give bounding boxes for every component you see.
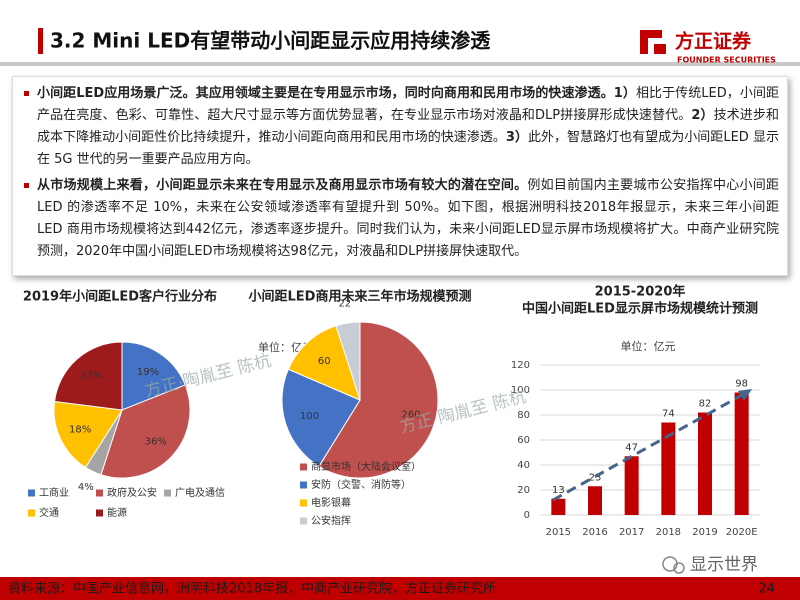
y-tick-label: 20 [517,485,530,496]
legend-swatch [28,489,35,497]
y-tick-label: 0 [524,510,530,521]
x-tick-label: 2015 [546,527,571,538]
y-tick-label: 120 [511,360,530,371]
logo-icon [640,30,666,54]
slide-title: 3.2 Mini LED有望带动小间距显示应用持续渗透 [50,29,491,53]
chart-title: 2015-2020年 [595,284,686,300]
bullet-paragraph: 小间距LED应用场景广泛。其应用领域主要是在专用显示市场，同时向商用和民用市场的… [21,83,779,171]
pie-slice [53,400,123,469]
chart-title: 小间距LED商用未来三年市场规模预测 [249,289,472,305]
slice-label: 36% [145,437,167,448]
text-run: 相比于传统LED，小间距产品在亮度、色彩、可靠性、超大尺寸显示等方面优势显著，在… [37,86,780,123]
legend-swatch [96,509,103,517]
pie-slice [100,384,191,479]
value-label: 47 [625,442,638,453]
footer-source: 资料来源：中国产业信息网，洲明科技2018年报，中商产业研究院，方正证券研究所 [8,581,496,597]
text-run: 技术进步和成本下降推动小间距性价比持续提升，推动小间距向商用和民用市场的快速渗透… [37,108,780,145]
pie-slice [287,325,361,401]
bar [624,456,639,515]
x-tick-label: 2018 [656,527,681,538]
slice-label: 22 [338,299,351,310]
y-tick-label: 40 [517,460,530,471]
legend-swatch [300,499,307,507]
bar [698,412,712,515]
legend-swatch [28,509,35,517]
chart-title: 2019年小间距LED客户行业分布 [23,289,217,305]
pie-slice [318,321,439,479]
legend-swatch [164,489,171,497]
pie-slice [335,321,361,401]
slice-label: 4% [78,482,94,493]
text-run: 3） [505,130,528,145]
bar [661,422,676,515]
legend-label: 公安指挥 [311,514,351,527]
pie-slice [281,368,361,468]
value-label: 23 [589,472,602,483]
value-label: 13 [552,485,565,496]
text-run: 1） [613,86,636,101]
x-tick-label: 2017 [619,527,644,538]
x-tick-label: 2016 [582,527,607,538]
x-tick-label: 2020E [726,527,758,538]
bullet-paragraph: 从市场规模上来看，小间距显示未来在专用显示及商用显示市场有较大的潜在空间。例如目… [21,175,779,263]
legend-swatch [300,517,307,525]
value-label: 98 [735,379,748,390]
pie-slice [53,341,123,411]
legend-label: 商显市场（大陆会议室） [311,460,421,473]
slice-label: 260 [401,410,420,421]
x-tick-label: 2019 [692,527,717,538]
trend-arrowhead [738,389,752,401]
logo-text: 方正证券 [675,30,752,53]
pie-slice [121,341,186,411]
title-rule [0,62,800,66]
legend-label: 交通 [39,506,59,519]
bar [551,498,566,515]
slice-label: 18% [69,425,91,436]
legend-label: 电影银幕 [311,496,351,509]
legend-swatch [96,489,103,497]
slice-label: 19% [137,367,159,378]
bar [588,486,602,515]
text-run: 此外，智慧路灯也有望成为小间距LED 显示在 5G 世代的另一重要产品应用方向。 [37,130,779,167]
legend-swatch [300,481,307,489]
legend-label: 工商业 [39,486,69,499]
text-run: 例如目前国内主要城市公安指挥中心小间距LED 的渗透率不足 10%，未来在公安领… [37,178,779,259]
y-tick-label: 100 [511,385,530,396]
text-run: 从市场规模上来看，小间距显示未来在专用显示及商用显示市场有较大的潜在空间。 [37,178,528,193]
y-tick-label: 80 [517,410,530,421]
brand-text: 显示世界 [690,555,758,575]
title-accent [38,28,43,54]
value-label: 74 [662,409,675,420]
legend-swatch [300,463,307,471]
footer-bar [0,577,800,600]
y-tick-label: 60 [517,435,530,446]
wechat-icon [673,562,685,574]
bar [734,392,749,515]
trend-arrow [552,393,743,502]
legend-label: 能源 [107,506,127,519]
text-run: 2） [691,108,714,123]
slice-label: 100 [300,411,319,422]
logo-subtext: FOUNDER SECURITIES [677,56,776,65]
value-label: 82 [699,399,712,410]
chart-title: 中国小间距LED显示屏市场规模统计预测 [522,301,758,317]
slice-label: 60 [318,356,331,367]
text-run: 小间距LED应用场景广泛。其应用领域主要是在专用显示市场，同时向商用和民用市场的… [37,86,614,101]
legend-label: 安防（交警、消防等） [311,478,411,491]
unit-label: 单位：亿元 [621,339,676,353]
legend-label: 政府及公安 [107,486,157,499]
page-number: 24 [758,582,775,597]
legend-label: 广电及通信 [175,486,225,499]
slice-label: 23% [80,370,102,381]
text-box: 小间距LED应用场景广泛。其应用领域主要是在专用显示市场，同时向商用和民用市场的… [12,76,788,276]
